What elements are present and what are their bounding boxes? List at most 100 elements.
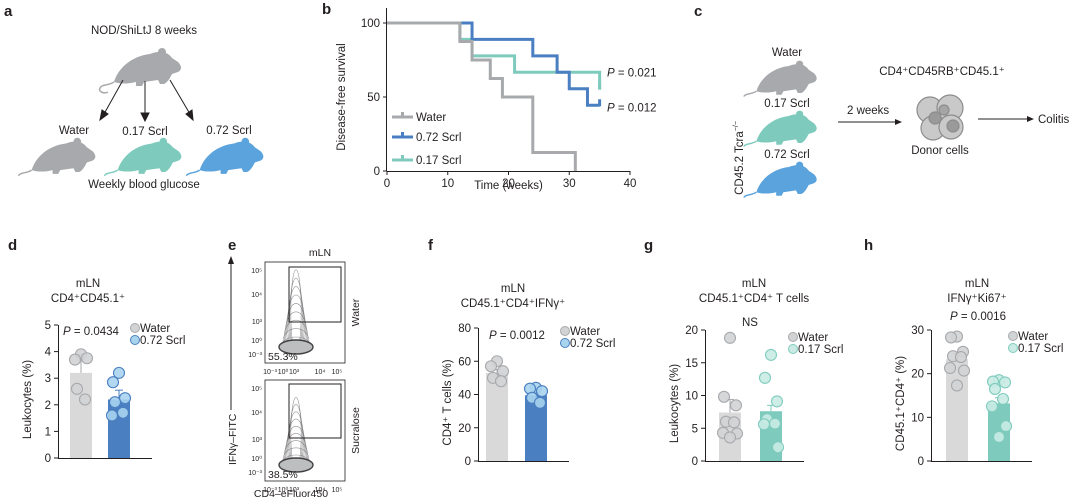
recipient-label: CD45.2 Tcra−/− [733, 121, 746, 195]
y-tick-label: 10⁴ [251, 410, 262, 417]
legend-item: Water [392, 112, 446, 124]
x-tick-label: 10³ [289, 487, 300, 494]
mouse-icon-017-scrl [103, 137, 182, 177]
mouse-icon-water [743, 60, 817, 97]
x-tick-label: 10⁻³ [263, 369, 277, 376]
contour-core [278, 339, 314, 355]
y-tick-label: 10⁴ [251, 292, 262, 299]
p-value: = 0.0016 [958, 311, 1006, 323]
chart-title: mLN [965, 278, 989, 290]
data-point [78, 393, 92, 406]
data-point [996, 392, 1010, 406]
y-tick-label: 0 [45, 453, 51, 465]
chart-title: mLN [76, 278, 100, 290]
c-group-072-scrl: 0.72 Scrl [764, 149, 809, 161]
y-tick-label: 20 [458, 423, 471, 435]
legend-label: 0.17 Scrl [798, 344, 843, 356]
legend-marker [1008, 343, 1018, 353]
x-tick-label: 10⁻³ [263, 487, 277, 494]
x-tick-label: 10³ [289, 369, 300, 376]
arrow-icon [978, 116, 1034, 122]
y-tick-label: 4 [45, 347, 52, 359]
data-point [535, 385, 549, 398]
arrow-icon [838, 119, 902, 125]
legend-item: 0.17 Scrl [392, 155, 461, 167]
legend-label: 0.72 Scrl [416, 132, 461, 144]
y-tick-label: 0 [692, 456, 698, 468]
p-symbol: P [63, 326, 71, 338]
legend-marker [130, 323, 140, 333]
outcome-label: Colitis [1038, 114, 1070, 126]
panel-a-footer: Weekly blood glucose [88, 179, 200, 191]
bar-0-72-scrl [525, 395, 547, 461]
x-tick-label: 10⁰ [278, 486, 289, 494]
y-axis-arrow-icon [228, 256, 234, 410]
y-tick-label: 0 [465, 456, 471, 468]
data-point [70, 382, 84, 395]
data-point [757, 418, 771, 431]
legend-item: 0.72 Scrl [392, 132, 461, 144]
data-point [729, 399, 743, 412]
legend-item: Water [130, 323, 170, 335]
data-point [105, 409, 119, 422]
y-tick-label: 10⁻³ [248, 352, 262, 359]
chart-title: mLN [742, 278, 766, 290]
panel-label-e: e [228, 237, 236, 254]
legend-marker [788, 332, 798, 342]
data-point [112, 366, 126, 379]
y-tick-label: 15 [685, 358, 698, 370]
y-tick-label: 20 [685, 325, 698, 337]
c-group-017-scrl: 0.17 Scrl [764, 98, 809, 110]
x-tick-label: 10⁴ [315, 369, 326, 376]
stat-annotation: P = 0.0016 [950, 311, 1006, 323]
data-point [768, 417, 782, 430]
y-tick-label: 10⁰ [251, 455, 262, 463]
p-symbol: P [607, 67, 615, 79]
data-point [764, 348, 778, 361]
interval-label: 2 weeks [847, 105, 889, 117]
panel-a: a NOD/ShiLtJ 8 weeks Water 0.17 Scrl 0.7… [4, 3, 264, 191]
y-tick-label: 10⁵ [251, 268, 262, 275]
y-axis-label: CD4⁺ T cells (%) [442, 359, 454, 445]
data-point [992, 430, 1006, 444]
gate-percent: 55.3% [268, 351, 298, 363]
chart-title: mLN [501, 283, 525, 295]
x-tick-label: 10⁵ [332, 487, 343, 494]
x-tick-label: 10⁵ [332, 369, 343, 376]
data-point [954, 351, 968, 364]
panel-g: g mLN CD45.1⁺CD4⁺ T cells 0 5 10 15 20 Leukocyte… [644, 237, 843, 468]
recipient-genotype: −/− [733, 121, 740, 131]
panel-a-title: NOD/ShiLtJ 8 weeks [91, 25, 197, 37]
y-tick-label: 10⁻³ [248, 470, 262, 477]
panel-label-h: h [864, 237, 873, 254]
legend-label: 0.17 Scrl [1018, 343, 1063, 355]
x-tick-label: 30 [563, 178, 576, 190]
legend-marker [788, 344, 798, 354]
x-tick-label: 0 [384, 178, 390, 190]
y-tick-label: 0 [374, 166, 380, 178]
y-tick-label: 10⁵ [251, 386, 262, 393]
panel-label-b: b [322, 1, 331, 18]
data-point [494, 375, 508, 388]
km-curve-0-72-scrl [387, 21, 600, 107]
y-tick-label: 30 [911, 325, 924, 337]
data-point [68, 353, 82, 366]
e-ylabel: IFNγ–FITC [227, 413, 239, 465]
donor-cells-label: Donor cells [911, 145, 969, 157]
legend-label: 0.17 Scrl [416, 155, 461, 167]
panel-label-a: a [4, 3, 13, 20]
y-tick-label: 1 [45, 426, 51, 438]
condition-label: Water [350, 298, 362, 326]
x-tick-label: 10⁴ [315, 487, 326, 494]
data-point [957, 364, 971, 377]
y-tick-label: 5 [692, 423, 698, 435]
legend-marker [560, 326, 570, 336]
data-point [533, 396, 547, 409]
legend-item: 0.72 Scrl [130, 335, 185, 347]
x-tick-label: 20 [502, 178, 515, 190]
c-group-water: Water [772, 47, 802, 59]
data-point [116, 406, 130, 419]
